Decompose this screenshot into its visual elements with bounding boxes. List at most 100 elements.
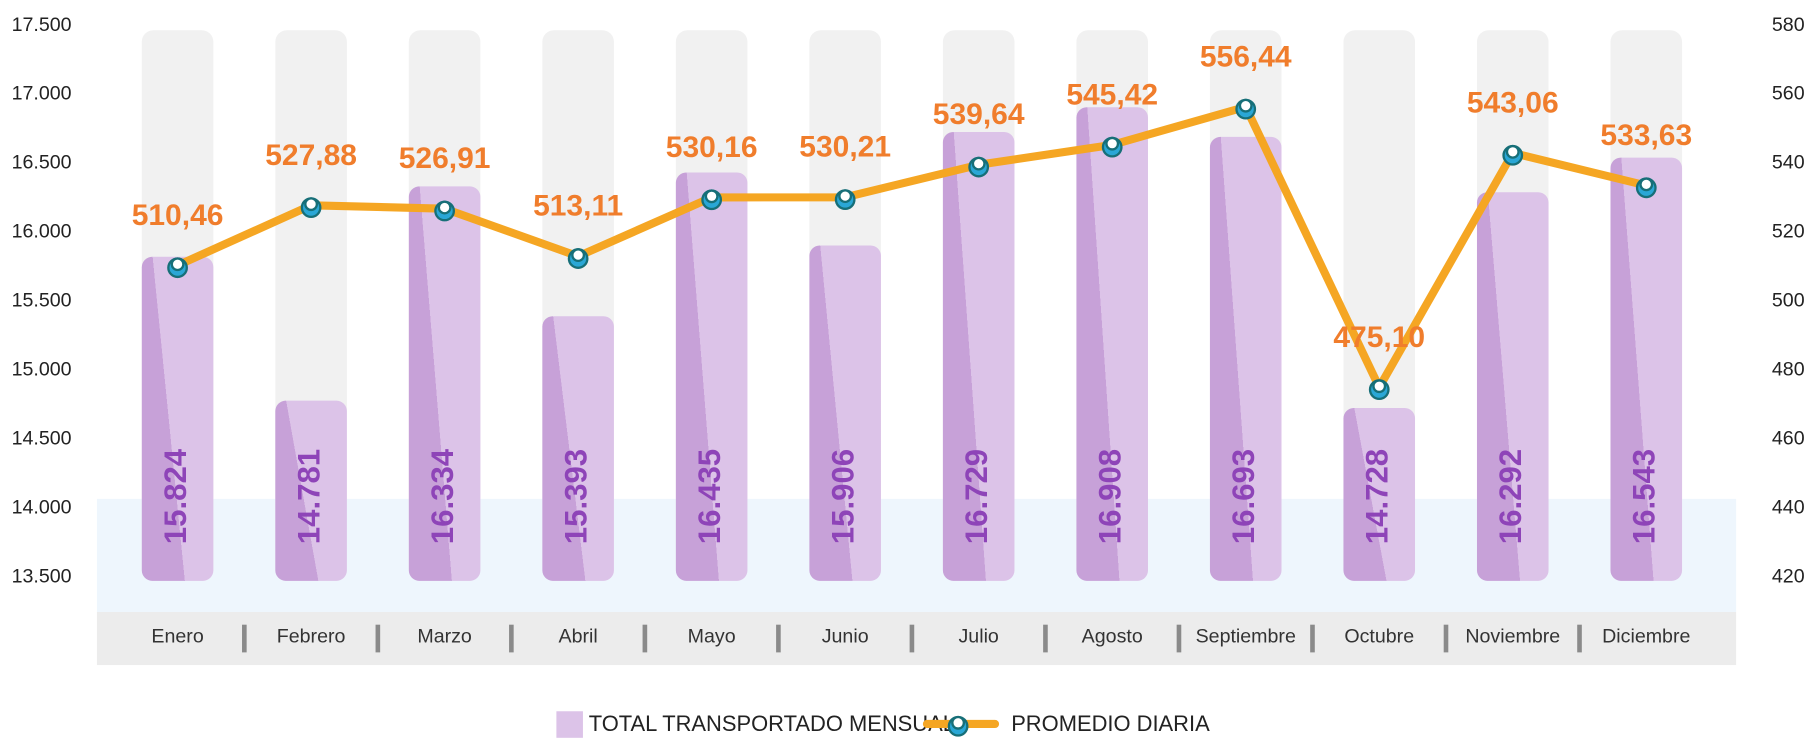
bar	[942, 131, 1015, 581]
bar	[141, 256, 214, 581]
category-separator	[776, 624, 781, 653]
y-tick-label: 15.500	[12, 290, 72, 312]
category-separator	[242, 624, 247, 653]
bar-value-label: 16.908	[1092, 449, 1127, 544]
x-tick-label: Julio	[959, 626, 999, 648]
line-value-label: 556,44	[1200, 40, 1292, 73]
bar	[1610, 157, 1683, 581]
bar	[809, 245, 881, 581]
bar-value-label: 16.693	[1226, 449, 1261, 544]
category-separator	[1310, 624, 1315, 653]
y2-tick-label: 420	[1772, 566, 1805, 588]
line-value-label: 526,91	[399, 142, 491, 175]
y-tick-label: 14.500	[12, 428, 72, 450]
x-tick-label: Diciembre	[1602, 626, 1690, 648]
line-marker-core	[170, 257, 185, 272]
line-value-label: 543,06	[1467, 86, 1559, 119]
legend-marker-core	[951, 715, 966, 730]
x-tick-label: Noviembre	[1465, 626, 1560, 648]
bar-value-label: 16.334	[425, 448, 460, 544]
x-tick-label: Enero	[151, 626, 203, 648]
line-value-label: 530,21	[799, 131, 891, 164]
x-tick-label: Agosto	[1082, 626, 1143, 648]
x-tick-label: Octubre	[1344, 626, 1414, 648]
y-tick-label: 16.500	[12, 152, 72, 174]
line-marker-core	[1105, 136, 1120, 151]
legend-swatch	[556, 711, 583, 738]
x-tick-label: Marzo	[417, 626, 472, 648]
line-marker-core	[1372, 379, 1387, 394]
y-tick-label: 16.000	[12, 221, 72, 243]
y2-tick-label: 440	[1772, 497, 1805, 519]
line-value-label: 545,42	[1066, 78, 1158, 111]
bar-value-label: 15.824	[158, 448, 193, 544]
category-separator	[375, 624, 381, 653]
bar	[275, 400, 347, 581]
line-value-label: 533,63	[1600, 119, 1692, 152]
plot-band	[96, 498, 1737, 612]
line-marker-core	[437, 200, 452, 215]
plot: 13.500 14.000 14.500 15.000 15.500 16.000 16.5…	[12, 14, 1805, 653]
y-tick-label: 17.000	[12, 83, 72, 105]
line-marker-core	[1505, 144, 1520, 159]
bar	[542, 316, 614, 581]
bar-value-label: 16.435	[692, 449, 727, 544]
category-separator	[509, 624, 514, 653]
category-separator	[1043, 624, 1048, 653]
bar-value-label: 16.543	[1627, 449, 1662, 544]
line-marker-core	[704, 189, 719, 204]
line-marker-core	[571, 248, 586, 263]
y2-tick-label: 500	[1772, 290, 1805, 312]
bar	[1343, 407, 1416, 581]
bar	[675, 172, 748, 581]
legend: TOTAL TRANSPORTADO MENSUAL PROMEDIO DIARI…	[556, 711, 1210, 738]
category-separator	[1443, 624, 1449, 653]
bar-value-label: 16.292	[1493, 449, 1528, 544]
bar-value-label: 15.906	[825, 449, 860, 544]
x-tick-label: Mayo	[688, 626, 736, 648]
x-tick-label: Abril	[559, 626, 598, 648]
x-tick-label: Septiembre	[1196, 626, 1296, 648]
line-value-label: 475,10	[1333, 321, 1425, 354]
line-marker-core	[838, 189, 853, 204]
category-separator	[909, 624, 915, 653]
category-separator	[1577, 624, 1582, 653]
y2-tick-label: 480	[1772, 359, 1805, 381]
bar	[1209, 136, 1282, 581]
bar-value-label: 16.729	[959, 449, 994, 544]
y2-tick-label: 580	[1772, 14, 1805, 36]
line-value-label: 510,46	[132, 199, 224, 232]
line-value-label: 530,16	[666, 131, 758, 164]
x-tick-label: Febrero	[277, 626, 346, 648]
line-value-label: 527,88	[265, 139, 357, 172]
legend-label: TOTAL TRANSPORTADO MENSUAL	[589, 711, 955, 736]
line-value-label: 539,64	[933, 98, 1025, 131]
line-marker-core	[971, 156, 986, 171]
y2-tick-label: 520	[1772, 221, 1805, 243]
line-marker-core	[1238, 98, 1253, 113]
bar	[1476, 192, 1549, 581]
category-separator	[1176, 624, 1182, 653]
bar-value-label: 15.393	[558, 449, 593, 544]
y-tick-label: 15.000	[12, 359, 72, 381]
bar	[1076, 107, 1148, 581]
y-tick-label: 17.500	[12, 14, 72, 36]
x-tick-label: Junio	[822, 626, 869, 648]
y2-tick-label: 560	[1772, 83, 1805, 105]
category-strip	[96, 611, 1737, 666]
line-marker-core	[304, 197, 319, 212]
y2-tick-label: 540	[1772, 152, 1805, 174]
bar-value-label: 14.728	[1359, 449, 1394, 544]
y-tick-label: 14.000	[12, 497, 72, 519]
y2-tick-label: 460	[1772, 428, 1805, 450]
line	[175, 102, 1648, 392]
legend-label: PROMEDIO DIARIA	[1011, 711, 1210, 736]
bar	[408, 186, 481, 581]
bar-value-label: 14.781	[291, 449, 326, 544]
line-value-label: 513,11	[533, 190, 623, 223]
category-separator	[642, 624, 648, 653]
line-marker-core	[1639, 177, 1654, 192]
y-tick-label: 13.500	[12, 566, 72, 588]
